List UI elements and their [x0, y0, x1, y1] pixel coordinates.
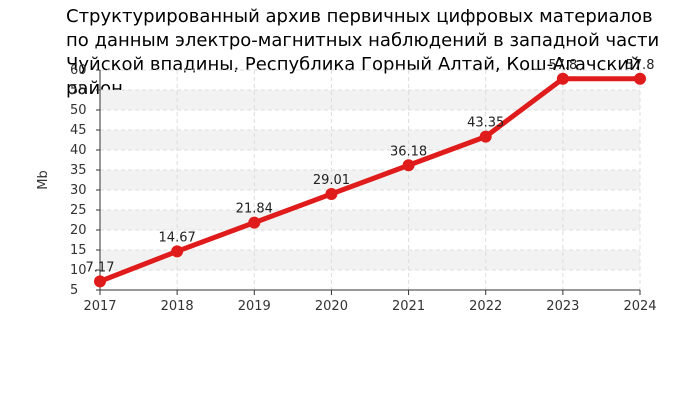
x-tick-label: 2017 — [83, 299, 116, 314]
data-point — [402, 159, 415, 172]
x-tick-label: 2021 — [392, 299, 425, 314]
data-label: 57.8 — [626, 58, 655, 73]
data-label: 29.01 — [313, 173, 350, 188]
data-point — [94, 275, 106, 288]
data-point — [556, 72, 569, 85]
grid-band — [100, 130, 640, 150]
y-tick-label: 45 — [70, 123, 87, 138]
data-point — [248, 216, 261, 229]
y-tick-label: 60 — [70, 63, 87, 78]
x-tick-label: 2019 — [238, 299, 271, 314]
y-tick-label: 30 — [70, 183, 87, 198]
y-tick-label: 25 — [70, 203, 87, 218]
y-tick-label: 40 — [70, 143, 87, 158]
x-tick-label: 2018 — [161, 299, 194, 314]
data-point — [634, 72, 646, 85]
data-label: 7.17 — [86, 260, 115, 275]
grid-band — [100, 250, 640, 270]
data-label: 43.35 — [467, 116, 504, 131]
y-tick-label: 35 — [70, 163, 87, 178]
x-tick-label: 2023 — [546, 299, 579, 314]
data-label: 14.67 — [159, 230, 196, 245]
y-tick-label: 15 — [70, 243, 87, 258]
series-line — [97, 76, 643, 284]
y-axis-label: Mb — [36, 170, 51, 189]
x-tick-label: 2022 — [469, 299, 502, 314]
y-tick-label: 10 — [70, 263, 87, 278]
grid-band — [100, 90, 640, 110]
x-tick-label: 2020 — [315, 299, 348, 314]
data-point — [171, 245, 184, 258]
data-label: 36.18 — [390, 144, 427, 159]
y-tick-label: 20 — [70, 223, 87, 238]
data-point — [479, 130, 492, 143]
grid-band — [100, 210, 640, 230]
y-tick-label: 50 — [70, 103, 87, 118]
y-tick-label: 55 — [70, 83, 87, 98]
data-label: 21.84 — [236, 202, 273, 217]
data-point — [325, 187, 338, 200]
data-label: 57.8 — [548, 58, 577, 73]
chart-title: Структурированный архив первичных цифров… — [66, 6, 660, 99]
x-tick-label: 2024 — [623, 299, 656, 314]
y-tick-label: 5 — [70, 283, 78, 298]
